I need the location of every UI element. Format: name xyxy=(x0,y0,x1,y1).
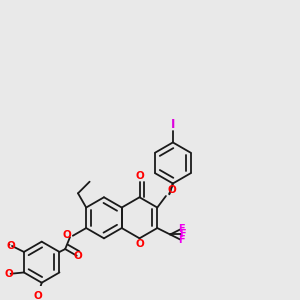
Text: O: O xyxy=(135,171,144,181)
Text: F: F xyxy=(178,235,185,245)
Text: O: O xyxy=(33,291,42,300)
Text: O: O xyxy=(74,251,82,261)
Text: O: O xyxy=(135,239,144,250)
Text: O: O xyxy=(6,241,15,250)
Text: F: F xyxy=(179,230,186,239)
Text: O: O xyxy=(63,230,72,240)
Text: O: O xyxy=(5,269,14,279)
Text: I: I xyxy=(171,118,175,130)
Text: O: O xyxy=(167,185,176,195)
Text: F: F xyxy=(178,224,185,234)
